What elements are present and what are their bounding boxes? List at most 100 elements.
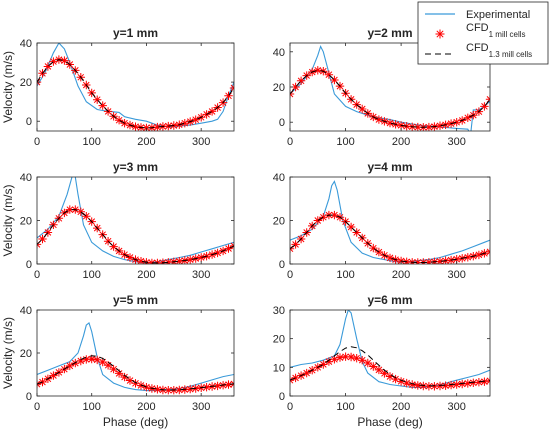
data-point bbox=[213, 381, 222, 391]
x-tick-label: 200 bbox=[137, 269, 155, 281]
data-point bbox=[369, 243, 378, 253]
data-point bbox=[435, 29, 445, 39]
data-point bbox=[319, 213, 328, 222]
subplot-3: 0 100 200 300 0 20 40 y=3 mm Velocity (m/s) bbox=[1, 160, 235, 281]
subplot-title: y=4 mm bbox=[367, 160, 412, 174]
data-point bbox=[352, 354, 361, 363]
y-axis-label: Velocity (m/s) bbox=[1, 184, 15, 256]
y-tick-label: 20 bbox=[20, 77, 32, 89]
subplot-title: y=2 mm bbox=[367, 26, 412, 40]
data-point bbox=[291, 82, 300, 92]
data-point bbox=[313, 66, 322, 75]
data-point bbox=[224, 244, 233, 253]
y-tick-label: 40 bbox=[273, 47, 285, 59]
x-tick-label: 300 bbox=[447, 136, 465, 148]
data-point bbox=[175, 257, 184, 264]
data-point bbox=[120, 372, 129, 382]
legend-label: CFD1 mill cells bbox=[466, 22, 526, 39]
data-point bbox=[463, 379, 472, 388]
data-point bbox=[93, 355, 102, 365]
data-point bbox=[43, 228, 53, 237]
x-tick-label: 0 bbox=[34, 401, 40, 413]
x-tick-label: 0 bbox=[287, 136, 293, 148]
data-point bbox=[82, 212, 91, 221]
y-tick-label: 30 bbox=[273, 305, 285, 317]
x-tick-label: 0 bbox=[287, 269, 293, 281]
series-experimental-line bbox=[290, 180, 490, 263]
data-point bbox=[419, 381, 428, 391]
data-point bbox=[180, 119, 189, 128]
data-point bbox=[330, 75, 339, 85]
data-point bbox=[98, 357, 107, 367]
data-point bbox=[480, 377, 489, 386]
y-tick-label: 0 bbox=[26, 259, 32, 271]
y-tick-label: 10 bbox=[273, 362, 285, 374]
x-tick-label: 100 bbox=[83, 401, 101, 413]
data-point bbox=[65, 361, 74, 371]
data-point bbox=[341, 352, 350, 361]
data-point bbox=[452, 380, 461, 389]
data-point bbox=[358, 104, 367, 114]
series-cfd-1-3-mill-line bbox=[290, 69, 490, 128]
data-point bbox=[435, 257, 445, 264]
legend-item: Experimental bbox=[425, 9, 530, 21]
data-point bbox=[153, 385, 162, 394]
subplot-title: y=1 mm bbox=[113, 26, 158, 40]
y-tick-label: 0 bbox=[279, 391, 285, 403]
data-point bbox=[103, 361, 113, 370]
data-point bbox=[82, 355, 91, 364]
series-layer bbox=[37, 43, 234, 131]
series-layer bbox=[37, 321, 234, 395]
data-point bbox=[396, 377, 406, 386]
data-point bbox=[164, 258, 173, 264]
data-point bbox=[374, 115, 384, 124]
data-point bbox=[391, 374, 400, 384]
data-point bbox=[109, 242, 118, 251]
data-point bbox=[330, 355, 339, 364]
data-point bbox=[103, 237, 113, 246]
y-tick-label: 0 bbox=[26, 116, 32, 128]
data-point bbox=[224, 380, 233, 389]
data-point bbox=[296, 76, 306, 85]
subplot-1: 0 100 200 300 0 20 40 y=1 mm Velocity (m/s) bbox=[1, 26, 235, 148]
data-point bbox=[87, 354, 96, 364]
data-point bbox=[435, 121, 445, 130]
data-point bbox=[330, 210, 339, 220]
y-axis-label: Velocity (m/s) bbox=[1, 51, 15, 123]
x-tick-label: 200 bbox=[137, 401, 155, 413]
data-point bbox=[43, 62, 53, 71]
y-tick-label: 20 bbox=[20, 348, 32, 360]
y-tick-label: 20 bbox=[273, 334, 285, 346]
legend-label-sub: 1.3 mill cells bbox=[489, 50, 533, 59]
data-point bbox=[131, 122, 140, 131]
plot-area bbox=[37, 177, 234, 264]
data-point bbox=[302, 368, 311, 378]
data-point bbox=[430, 382, 439, 391]
data-point bbox=[463, 113, 472, 122]
data-point bbox=[346, 352, 356, 362]
data-point bbox=[324, 70, 334, 79]
data-point bbox=[136, 257, 146, 264]
x-tick-label: 100 bbox=[83, 136, 101, 148]
data-point bbox=[324, 357, 334, 366]
data-point bbox=[352, 228, 361, 237]
data-point bbox=[335, 353, 345, 362]
data-point bbox=[413, 381, 422, 390]
plot-area bbox=[290, 310, 490, 396]
data-point bbox=[125, 376, 135, 385]
data-point bbox=[65, 205, 74, 214]
data-point bbox=[207, 107, 217, 116]
legend-item: CFD1.3 mill cells bbox=[425, 42, 532, 59]
data-point bbox=[319, 360, 328, 369]
series-cfd-1-3-mill-line bbox=[290, 214, 490, 263]
data-point bbox=[186, 255, 195, 264]
x-axis-label: Phase (deg) bbox=[357, 415, 422, 429]
data-point bbox=[424, 382, 434, 391]
data-point bbox=[435, 381, 445, 391]
data-point bbox=[458, 379, 467, 389]
data-point bbox=[474, 250, 484, 260]
data-point bbox=[291, 240, 300, 249]
data-point bbox=[125, 253, 135, 262]
